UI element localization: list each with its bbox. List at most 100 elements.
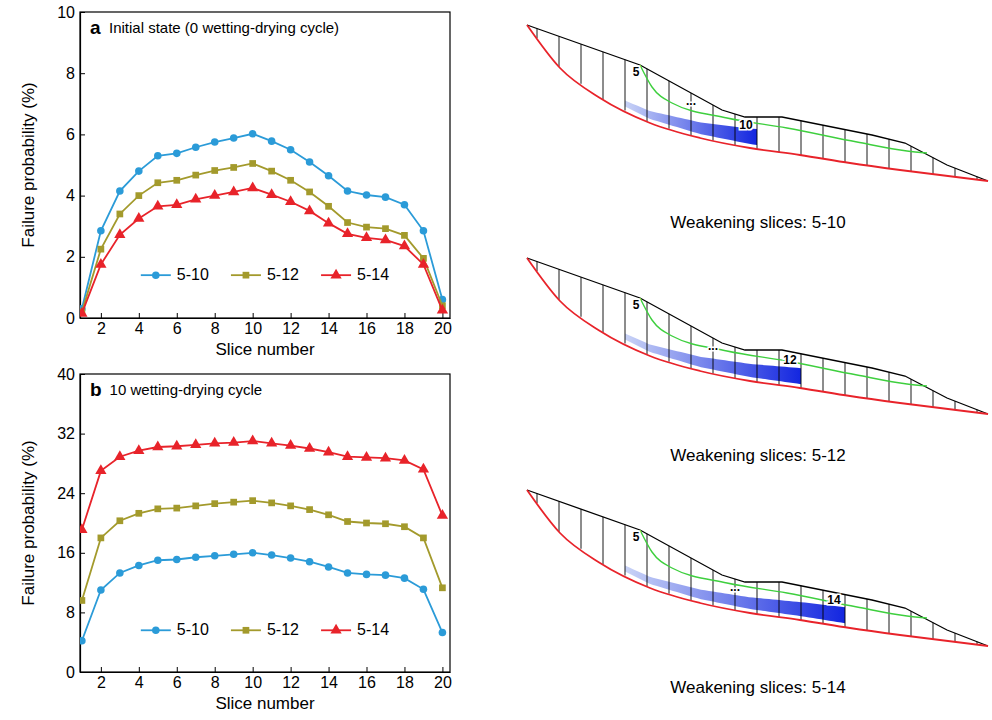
series-marker <box>116 211 123 218</box>
x-tick-label: 6 <box>173 320 182 337</box>
series-marker <box>173 177 180 184</box>
slope-body <box>527 490 988 646</box>
y-tick-label: 8 <box>66 604 75 621</box>
legend-marker <box>243 272 250 279</box>
ground-surface <box>527 258 988 414</box>
slice-line <box>867 134 868 165</box>
x-tick-mark <box>291 313 292 318</box>
series-marker <box>95 464 106 474</box>
series-marker <box>323 446 334 456</box>
series-marker <box>173 556 181 564</box>
series-marker <box>380 233 391 243</box>
x-tick-label: 20 <box>434 320 452 337</box>
slice-label: ... <box>708 339 718 353</box>
slice-label: 12 <box>783 353 797 367</box>
series-marker <box>211 552 219 560</box>
legend-label: 5-14 <box>357 266 389 283</box>
slope-diagram: 5...14Weakening slices: 5-14 <box>527 490 988 697</box>
slice-line <box>889 604 890 633</box>
y-tick-mark <box>80 672 85 673</box>
x-tick-label: 12 <box>282 320 300 337</box>
diagram-caption: Weakening slices: 5-10 <box>670 213 845 232</box>
slice-label: 10 <box>739 118 753 132</box>
series-marker <box>249 130 257 138</box>
y-tick: 8 <box>66 65 85 82</box>
slip-surface <box>527 258 988 414</box>
legend-label: 5-10 <box>177 266 209 283</box>
plot-frame <box>80 12 450 318</box>
slice-line <box>713 105 714 141</box>
series-marker <box>211 500 218 507</box>
series-marker <box>171 198 182 208</box>
y-tick-label: 2 <box>66 248 75 265</box>
series-line <box>82 553 443 641</box>
slice-line <box>625 525 626 576</box>
slice-line <box>581 277 582 317</box>
x-tick-mark <box>442 313 443 318</box>
series-marker <box>152 200 163 210</box>
slice-label: ... <box>686 94 696 108</box>
x-tick-label: 6 <box>173 674 182 691</box>
x-tick-mark <box>101 667 102 672</box>
legend: 5-10 5-12 5-14 <box>141 266 389 283</box>
series-marker <box>80 637 86 645</box>
slice-line <box>801 121 802 155</box>
series-marker <box>135 192 142 199</box>
series-marker <box>344 219 351 226</box>
y-tick: 24 <box>57 485 85 502</box>
y-axis: 0816243240 <box>57 366 85 681</box>
x-tick: 20 <box>434 313 452 337</box>
slice-line <box>955 633 956 642</box>
x-tick-label: 16 <box>358 674 376 691</box>
slice-line <box>757 350 758 382</box>
slice-line <box>801 586 802 620</box>
series-line <box>82 163 443 311</box>
series-marker <box>418 463 429 473</box>
x-tick: 12 <box>282 667 300 691</box>
x-tick: 10 <box>244 313 262 337</box>
series-marker <box>114 450 125 460</box>
slice-line <box>691 326 692 368</box>
series-marker <box>420 535 427 542</box>
slice-line <box>735 347 736 378</box>
slice-line <box>625 60 626 111</box>
series-marker <box>249 497 256 504</box>
series-marker <box>420 227 428 235</box>
legend-item: 5-12 <box>231 266 299 283</box>
plot-data <box>80 130 448 317</box>
series-marker <box>154 556 162 564</box>
x-tick-label: 18 <box>396 320 414 337</box>
series-marker <box>95 258 106 268</box>
y-tick: 4 <box>66 187 85 204</box>
slice-line <box>933 623 934 639</box>
series-marker <box>249 160 256 167</box>
series-line <box>82 441 443 530</box>
y-tick-mark <box>80 196 85 197</box>
series-marker <box>97 227 105 235</box>
slice-line <box>823 590 824 623</box>
slice-line <box>757 117 758 149</box>
x-tick-label: 8 <box>211 674 220 691</box>
y-tick-mark <box>80 73 85 74</box>
series-marker <box>80 523 88 533</box>
x-axis-line <box>81 318 451 319</box>
series-marker <box>325 511 332 518</box>
legend-marker <box>330 269 341 279</box>
slice-line <box>669 546 670 594</box>
y-tick-mark <box>80 553 85 554</box>
x-tick-label: 4 <box>135 674 144 691</box>
slip-surface <box>527 25 988 181</box>
series-marker <box>249 549 257 557</box>
series-marker <box>247 181 258 191</box>
slice-line <box>823 358 824 391</box>
series-marker <box>230 134 238 142</box>
slice-line <box>955 168 956 177</box>
y-tick: 40 <box>57 366 85 383</box>
x-tick-mark <box>177 667 178 672</box>
slice-line <box>845 130 846 163</box>
series-marker <box>304 442 315 452</box>
x-axis-title: Slice number <box>215 694 315 713</box>
slice-line <box>911 146 912 171</box>
series-marker <box>209 189 220 199</box>
slope-body <box>527 258 988 414</box>
